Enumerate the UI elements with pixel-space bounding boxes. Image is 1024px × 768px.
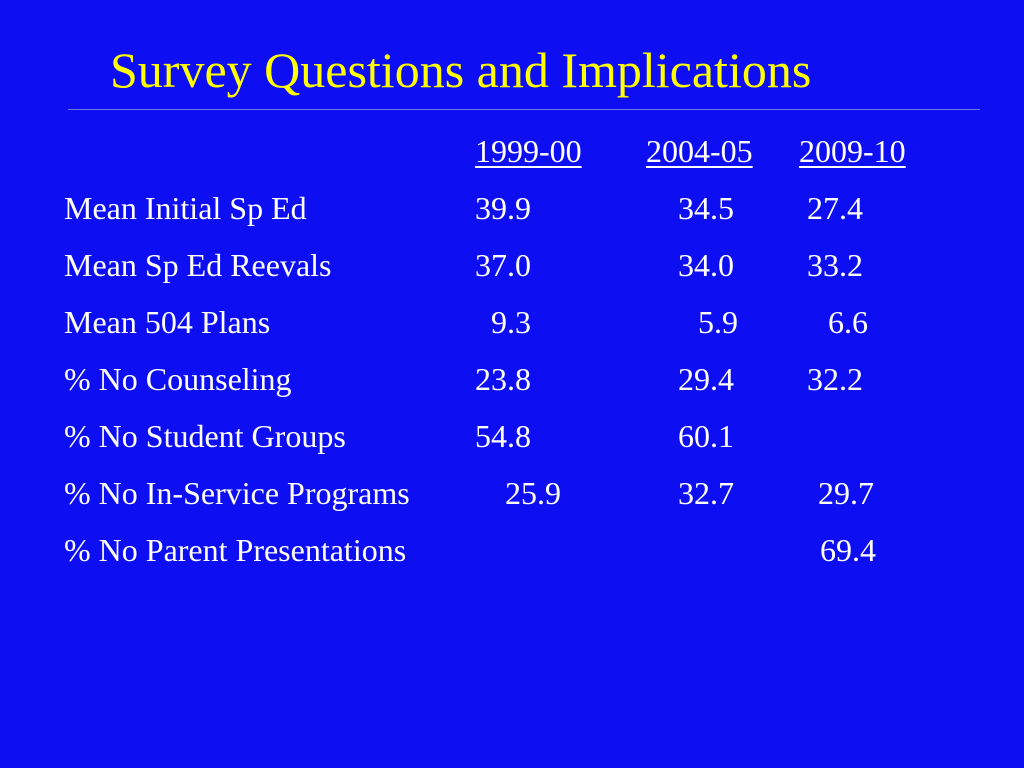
row-label: % No Counseling bbox=[64, 361, 292, 397]
column-header-2009-10: 2009-10 bbox=[799, 133, 906, 169]
row-label: Mean Sp Ed Reevals bbox=[64, 247, 332, 283]
value-1999-00: 39.9 bbox=[475, 190, 531, 226]
value-2009-10: 32.2 bbox=[807, 361, 863, 397]
value-2009-10: 6.6 bbox=[828, 304, 868, 340]
value-2004-05: 34.0 bbox=[678, 247, 734, 283]
row-label: Mean 504 Plans bbox=[64, 304, 271, 340]
row-label: % No Parent Presentations bbox=[64, 532, 407, 568]
value-2004-05: 34.5 bbox=[678, 190, 734, 226]
value-1999-00: 9.3 bbox=[491, 304, 531, 340]
title-divider bbox=[68, 109, 980, 110]
slide-title: Survey Questions and Implications bbox=[110, 42, 812, 98]
column-header-2004-05: 2004-05 bbox=[646, 133, 753, 169]
value-2004-05: 29.4 bbox=[678, 361, 734, 397]
value-1999-00: 25.9 bbox=[505, 475, 561, 511]
row-label: % No In-Service Programs bbox=[64, 475, 410, 511]
value-1999-00: 37.0 bbox=[475, 247, 531, 283]
value-1999-00: 54.8 bbox=[475, 418, 531, 454]
value-1999-00: 23.8 bbox=[475, 361, 531, 397]
row-label: % No Student Groups bbox=[64, 418, 346, 454]
value-2004-05: 5.9 bbox=[698, 304, 738, 340]
row-label: Mean Initial Sp Ed bbox=[64, 190, 307, 226]
value-2009-10: 27.4 bbox=[807, 190, 863, 226]
value-2009-10: 69.4 bbox=[820, 532, 876, 568]
value-2009-10: 33.2 bbox=[807, 247, 863, 283]
value-2004-05: 60.1 bbox=[678, 418, 734, 454]
column-header-1999-00: 1999-00 bbox=[475, 133, 582, 169]
value-2004-05: 32.7 bbox=[678, 475, 734, 511]
value-2009-10: 29.7 bbox=[818, 475, 874, 511]
